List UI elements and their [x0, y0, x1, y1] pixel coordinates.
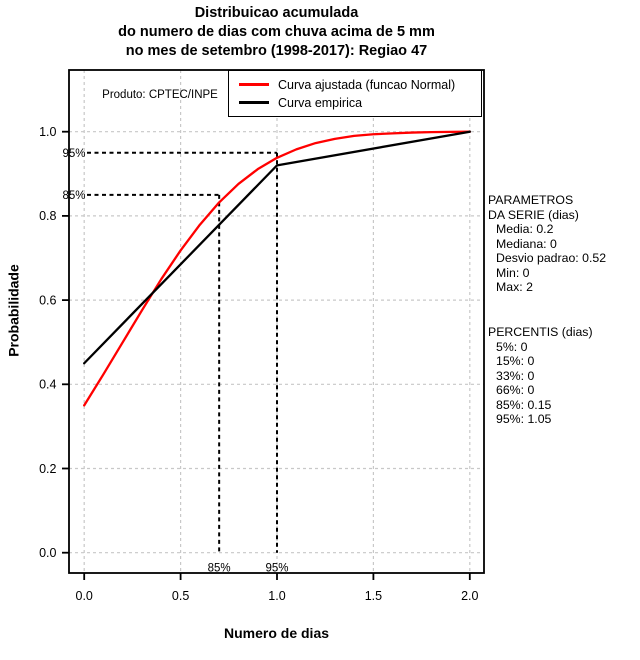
parameters-header-line-2: DA SERIE (dias): [488, 207, 579, 222]
parameter-item: Desvio padrao: 0.52: [496, 251, 607, 265]
percentile-item: 15%: 0: [496, 354, 535, 368]
empirical-curve: [83, 130, 471, 365]
y-tick-label: 0.4: [39, 378, 56, 392]
chart-title: Distribuicao acumulada do numero de dias…: [69, 4, 484, 60]
guide-x-label: 95%: [265, 563, 288, 575]
chart-title-line-2: do numero de dias com chuva acima de 5 m…: [118, 23, 435, 40]
product-annotation: Produto: CPTEC/INPE: [102, 89, 218, 101]
x-tick-label: 1.5: [365, 589, 382, 603]
parameter-item: Min: 0: [496, 265, 530, 280]
percentile-item: 85%: 0.15: [496, 397, 552, 412]
guide-x-label: 85%: [208, 563, 231, 575]
y-axis-title: Probabilidade: [5, 264, 22, 357]
legend-item-label: Curva empirica: [278, 95, 363, 110]
parameter-item: Media: 0.2: [496, 222, 554, 236]
x-tick-label: 0.5: [172, 589, 189, 603]
x-tick-label: 1.0: [268, 589, 285, 603]
percentile-item: 33%: 0: [496, 368, 535, 383]
y-tick-label: 0.8: [39, 209, 56, 223]
percentile-item: 66%: 0: [496, 383, 535, 397]
y-tick-label: 0.2: [39, 462, 56, 476]
fitted-curve-line-sample: [239, 83, 269, 86]
y-tick-label: 0.0: [39, 546, 56, 560]
legend-item-label: Curva ajustada (funcao Normal): [278, 77, 456, 92]
percentile-item: 95%: 1.05: [496, 412, 552, 426]
guide-level-label: 85%: [62, 190, 85, 202]
legend-item-empirical: Curva empirica: [239, 95, 481, 111]
percentiles-panel: PERCENTIS (dias) 5%: 0 15%: 0 33%: 0 66%…: [488, 325, 638, 427]
guide-level-label: 95%: [62, 148, 85, 160]
x-tick-label: 0.0: [76, 589, 93, 603]
chart-title-line-3: no mes de setembro (1998-2017): Regiao 4…: [125, 42, 428, 59]
legend: Curva ajustada (funcao Normal) Curva emp…: [228, 70, 482, 117]
empirical-curve-line-sample: [239, 101, 269, 104]
percentiles-header: PERCENTIS (dias): [488, 325, 593, 339]
parameter-item: Max: 2: [496, 280, 533, 294]
y-tick-label: 1.0: [39, 125, 56, 139]
chart-title-line-1: Distribuicao acumulada: [194, 5, 359, 21]
y-tick-label: 0.6: [39, 293, 56, 307]
parameters-header-line-1: PARAMETROS: [488, 193, 574, 207]
parameter-item: Mediana: 0: [496, 236, 557, 251]
fitted-curve: [83, 130, 471, 407]
x-axis-title: Numero de dias: [223, 625, 330, 641]
x-tick-label: 2.0: [461, 589, 478, 603]
series-parameters-panel: PARAMETROS DA SERIE (dias) Media: 0.2 Me…: [488, 193, 638, 295]
percentile-item: 5%: 0: [496, 339, 528, 354]
legend-item-fitted: Curva ajustada (funcao Normal): [239, 77, 481, 93]
